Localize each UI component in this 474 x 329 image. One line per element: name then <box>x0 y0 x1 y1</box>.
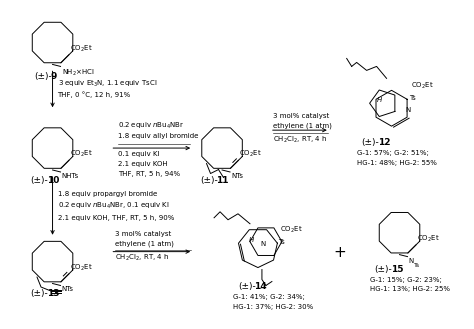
Text: H: H <box>249 237 254 243</box>
Text: (±)-: (±)- <box>200 176 218 185</box>
Text: 0.1 equiv KI: 0.1 equiv KI <box>118 151 160 157</box>
Text: 1.8 equiv propargyl bromide: 1.8 equiv propargyl bromide <box>57 191 157 197</box>
Text: CO$_2$Et: CO$_2$Et <box>239 149 262 159</box>
Text: N: N <box>260 241 265 247</box>
Text: (±)-: (±)- <box>31 176 48 185</box>
Text: HG-1: 48%; HG-2: 55%: HG-1: 48%; HG-2: 55% <box>356 160 437 166</box>
Text: CO$_2$Et: CO$_2$Et <box>70 44 93 54</box>
Text: (±)-: (±)- <box>238 283 256 291</box>
Text: Ts: Ts <box>410 95 416 101</box>
Text: CH$_2$Cl$_2$, RT, 4 h: CH$_2$Cl$_2$, RT, 4 h <box>273 135 327 145</box>
Text: 12: 12 <box>378 138 390 147</box>
Text: ethylene (1 atm): ethylene (1 atm) <box>115 240 174 247</box>
Text: 13: 13 <box>46 290 59 298</box>
Text: CO$_2$Et: CO$_2$Et <box>411 81 434 91</box>
Text: 14: 14 <box>254 283 266 291</box>
Text: 2.1 equiv KOH: 2.1 equiv KOH <box>118 161 168 167</box>
Text: (±)-: (±)- <box>374 265 392 274</box>
Text: 3 equiv Et$_3$N, 1.1 equiv TsCl: 3 equiv Et$_3$N, 1.1 equiv TsCl <box>57 79 157 89</box>
Text: THF, RT, 5 h, 94%: THF, RT, 5 h, 94% <box>118 171 181 177</box>
Text: HG-1: 37%; HG-2: 30%: HG-1: 37%; HG-2: 30% <box>233 304 313 310</box>
Text: G-1: 15%; G-2: 23%;: G-1: 15%; G-2: 23%; <box>370 277 441 283</box>
Text: +: + <box>333 245 346 260</box>
Text: Ts: Ts <box>414 263 420 267</box>
Text: 2.1 equiv KOH, THF, RT, 5 h, 90%: 2.1 equiv KOH, THF, RT, 5 h, 90% <box>57 215 174 221</box>
Text: (±)-: (±)- <box>31 290 48 298</box>
Text: 15: 15 <box>391 265 403 274</box>
Text: ethylene (1 atm): ethylene (1 atm) <box>273 123 332 129</box>
Text: CO$_2$Et: CO$_2$Et <box>70 263 93 273</box>
Text: (±)-: (±)- <box>35 72 52 81</box>
Text: Ts: Ts <box>278 239 284 245</box>
Text: CO$_2$Et: CO$_2$Et <box>417 234 440 244</box>
Text: H: H <box>376 97 382 103</box>
Text: 0.2 equiv $n$Bu$_4$NBr: 0.2 equiv $n$Bu$_4$NBr <box>118 121 185 131</box>
Text: CO$_2$Et: CO$_2$Et <box>280 225 303 235</box>
Text: G-1: 57%; G-2: 51%;: G-1: 57%; G-2: 51%; <box>356 150 428 156</box>
Text: N: N <box>409 258 414 264</box>
Text: 3 mol% catalyst: 3 mol% catalyst <box>115 231 172 237</box>
Text: THF, 0 °C, 12 h, 91%: THF, 0 °C, 12 h, 91% <box>57 91 131 98</box>
Text: NTs: NTs <box>231 173 243 179</box>
Text: 3 mol% catalyst: 3 mol% catalyst <box>273 113 329 119</box>
Text: N: N <box>405 107 411 113</box>
Text: CH$_2$Cl$_2$, RT, 4 h: CH$_2$Cl$_2$, RT, 4 h <box>115 252 170 263</box>
Text: 11: 11 <box>216 176 228 185</box>
Text: G-1: 41%; G-2: 34%;: G-1: 41%; G-2: 34%; <box>233 294 305 300</box>
Text: NH$_2$$\times$HCl: NH$_2$$\times$HCl <box>62 67 94 78</box>
Text: 0.2 equiv $n$Bu$_4$NBr, 0.1 equiv KI: 0.2 equiv $n$Bu$_4$NBr, 0.1 equiv KI <box>57 201 169 211</box>
Text: CO$_2$Et: CO$_2$Et <box>70 149 93 159</box>
Text: 1.8 equiv allyl bromide: 1.8 equiv allyl bromide <box>118 133 199 139</box>
Text: 10: 10 <box>46 176 59 185</box>
Text: NHTs: NHTs <box>62 173 79 179</box>
Text: NTs: NTs <box>62 287 73 292</box>
Text: (±)-: (±)- <box>362 138 379 147</box>
Text: HG-1: 13%; HG-2: 25%: HG-1: 13%; HG-2: 25% <box>370 287 450 292</box>
Text: 9: 9 <box>51 72 57 81</box>
